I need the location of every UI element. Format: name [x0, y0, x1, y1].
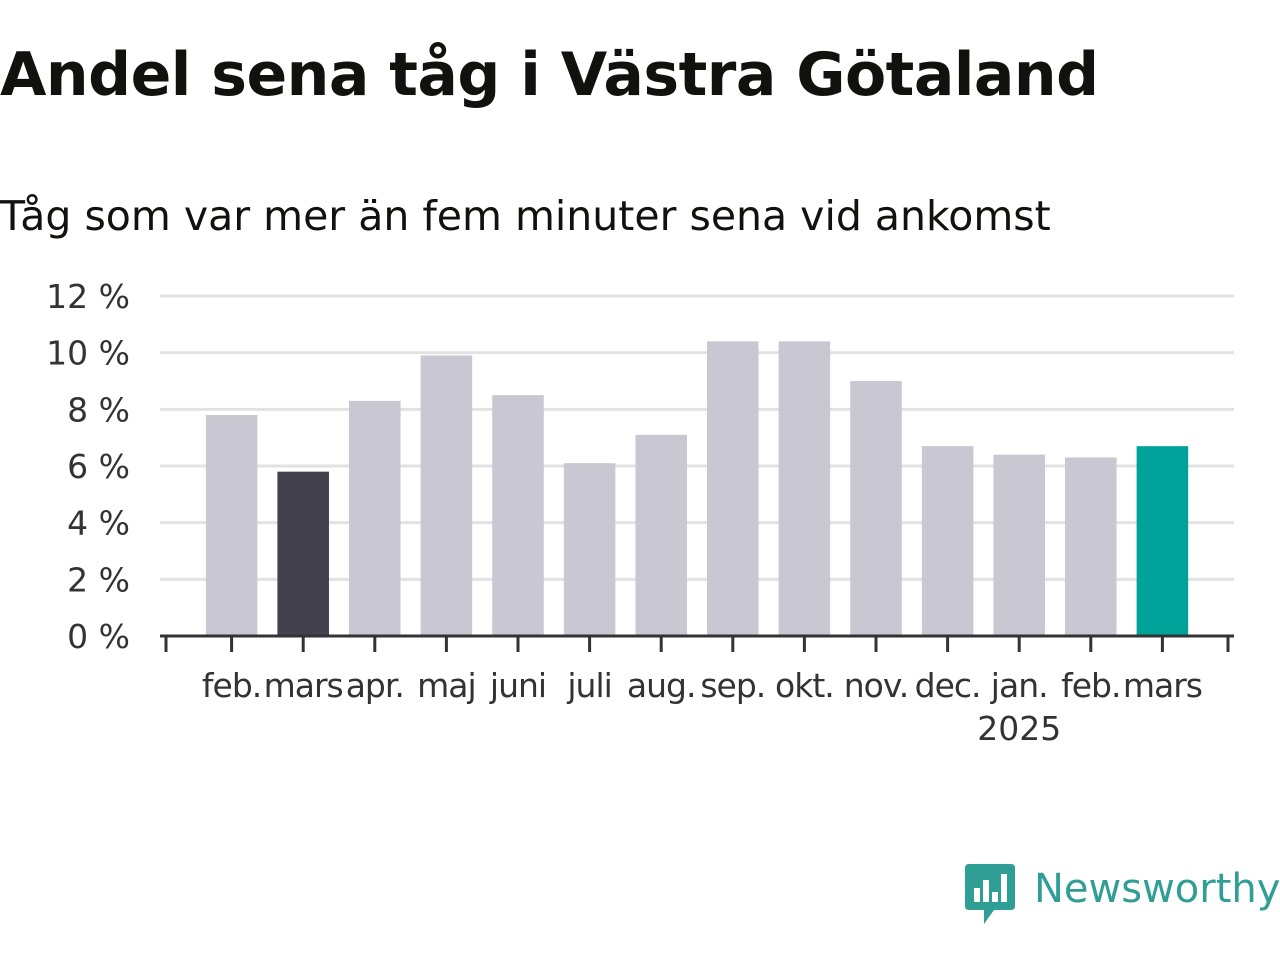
newsworthy-wordmark: Newsworthy [1034, 866, 1280, 912]
y-tick-label: 10 % [46, 334, 130, 373]
y-tick-label: 6 % [67, 447, 130, 486]
x-tick-label: mars [264, 666, 343, 705]
x-tick-label: aug. [627, 666, 696, 705]
gridlines [160, 294, 1234, 581]
bar-11 [993, 454, 1045, 636]
bar-9 [850, 381, 902, 636]
bar-2 [349, 400, 401, 636]
chart-subtitle: Tåg som var mer än fem minuter sena vid … [0, 192, 1051, 240]
x-tick-label: juni [489, 666, 546, 705]
y-tick-label: 12 % [46, 277, 130, 316]
bar-8 [778, 341, 831, 636]
bar-5 [563, 463, 616, 636]
bar-10 [921, 446, 974, 636]
newsworthy-logo-icon [965, 864, 1015, 924]
bar-0 [205, 415, 258, 636]
x-tick-label: sep. [700, 666, 765, 705]
bar-6 [635, 434, 687, 636]
year-label: 2025 [977, 709, 1061, 748]
x-tick-label: maj [417, 666, 476, 705]
x-tick-label: okt. [775, 666, 834, 705]
x-tick-label: juli [566, 666, 611, 705]
x-axis-labels: feb. mars apr. maj juni juli aug. sep. okt. nov. d… [202, 666, 1203, 748]
y-tick-label: 8 % [67, 390, 130, 429]
y-tick-label: 4 % [67, 504, 130, 543]
bar-12 [1065, 457, 1117, 636]
y-tick-label: 2 % [67, 560, 130, 599]
x-tick-label: feb. [202, 666, 261, 705]
chart-title: Andel sena tåg i Västra Götaland [0, 40, 1099, 110]
x-tick-label: apr. [346, 666, 404, 705]
bars [205, 341, 1189, 636]
x-tick-label: jan. [990, 666, 1048, 705]
x-tick-label: feb. [1061, 666, 1120, 705]
x-axis-ticks [164, 636, 1230, 652]
x-tick-label: nov. [844, 666, 909, 705]
bar-3 [420, 355, 473, 636]
x-tick-label: dec. [915, 666, 981, 705]
bar-1 [277, 471, 329, 636]
bar-chart: 0 %2 %4 %6 %8 %10 %12 % feb. mars apr. maj j… [46, 277, 1234, 748]
bar-4 [492, 395, 544, 636]
x-tick-label: mars [1123, 666, 1202, 705]
bar-13 [1136, 446, 1189, 636]
y-axis-labels: 0 % 2 % 4 % 6 % 8 % 10 % 12 % [46, 277, 130, 656]
bar-7 [707, 341, 759, 636]
y-tick-label: 0 % [67, 617, 130, 656]
